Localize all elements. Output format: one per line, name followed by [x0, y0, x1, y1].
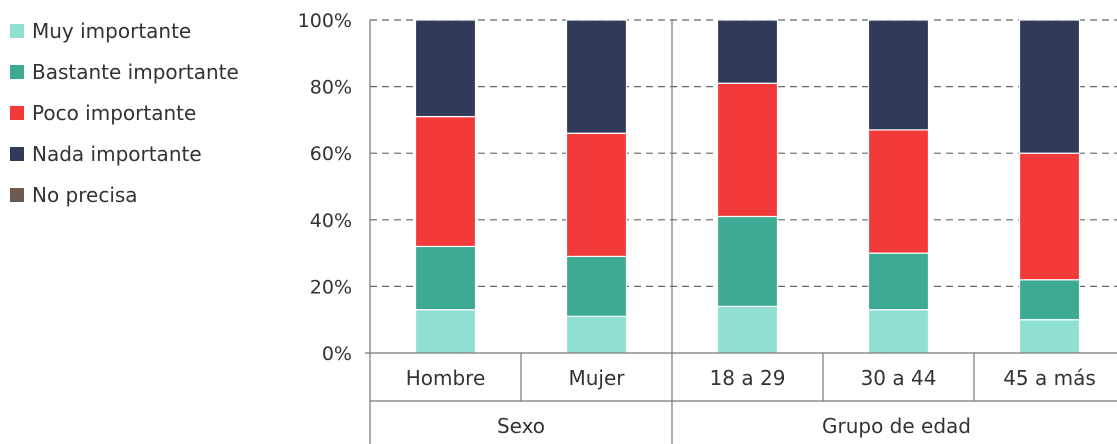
bar-segment — [716, 82, 779, 218]
bar-segment — [565, 132, 628, 258]
legend-label: Nada importante — [32, 141, 202, 166]
bar-segment — [867, 252, 930, 311]
x-category-label: 18 a 29 — [710, 366, 786, 390]
y-tick-label: 0% — [322, 343, 352, 365]
bar-segment — [1018, 152, 1081, 281]
x-group-label: Sexo — [497, 414, 545, 438]
legend-label: No precisa — [32, 182, 138, 207]
bar-segment — [1018, 279, 1081, 321]
bar-segment — [716, 305, 779, 354]
bar-segment — [867, 129, 930, 254]
x-category-label: 30 a 44 — [861, 366, 937, 390]
y-tick-label: 40% — [310, 210, 352, 232]
x-category-label: Mujer — [568, 366, 625, 390]
bar-segment — [1018, 19, 1081, 154]
legend-label: Poco importante — [32, 100, 197, 125]
x-category-label: Hombre — [406, 366, 486, 390]
legend-item: No precisa — [10, 174, 239, 215]
legend-label: Bastante importante — [32, 59, 239, 84]
y-tick-label: 20% — [310, 276, 352, 298]
legend-label: Muy importante — [32, 18, 192, 43]
bar-segment — [565, 19, 628, 134]
x-group-label: Grupo de edad — [822, 414, 971, 438]
bar-segment — [414, 309, 477, 354]
legend-item: Bastante importante — [10, 51, 239, 92]
y-tick-label: 100% — [298, 10, 352, 32]
bar-segment — [565, 255, 628, 317]
bar-segment — [414, 19, 477, 118]
legend-swatch — [10, 105, 24, 120]
legend-item: Nada importante — [10, 133, 239, 174]
legend-swatch — [10, 64, 24, 79]
legend-item: Poco importante — [10, 92, 239, 133]
y-tick-label: 80% — [310, 77, 352, 99]
bar-segment — [1018, 319, 1081, 354]
legend: Muy importante Bastante importante Poco im… — [10, 10, 239, 215]
bar-segment — [867, 309, 930, 354]
bar-segment — [414, 245, 477, 311]
y-tick-label: 60% — [310, 143, 352, 165]
x-category-label: 45 a más — [1003, 366, 1096, 390]
bar-segment — [716, 215, 779, 307]
legend-swatch — [10, 146, 24, 161]
legend-swatch — [10, 187, 24, 202]
bar-segment — [867, 19, 930, 131]
bar-segment — [716, 19, 779, 84]
legend-swatch — [10, 23, 24, 38]
bar-segment — [414, 115, 477, 248]
bar-segment — [565, 315, 628, 354]
legend-item: Muy importante — [10, 10, 239, 51]
